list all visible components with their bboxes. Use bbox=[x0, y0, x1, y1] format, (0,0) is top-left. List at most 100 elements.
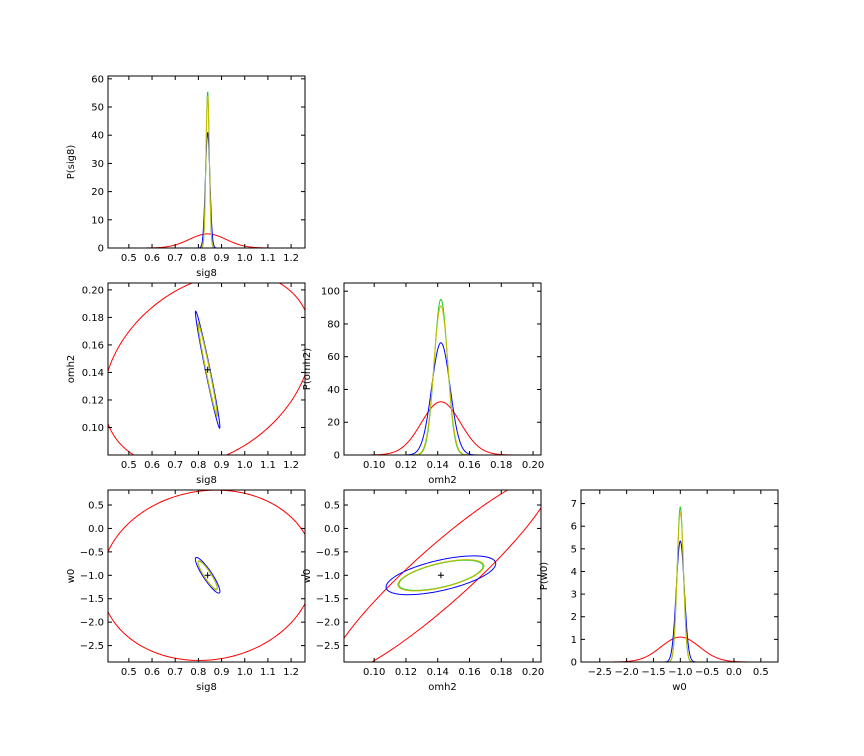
y-tick-label: 50 bbox=[91, 103, 104, 114]
contour-red bbox=[108, 283, 305, 455]
x-tick-label: 0.9 bbox=[214, 460, 230, 471]
x-tick-label: 0.7 bbox=[167, 460, 183, 471]
contour-red bbox=[344, 490, 541, 662]
axes-frame bbox=[107, 75, 306, 249]
x-tick-label: 0.6 bbox=[144, 667, 160, 678]
curve-yellow bbox=[108, 95, 305, 248]
x-tick-label: −0.5 bbox=[695, 667, 719, 678]
axes-frame bbox=[107, 282, 306, 456]
x-tick-label: 0.5 bbox=[121, 253, 137, 264]
y-tick-label: 10 bbox=[91, 215, 104, 226]
x-axis-label: omh2 bbox=[428, 475, 457, 486]
x-tick-label: 1.0 bbox=[237, 253, 253, 264]
contour-yellow bbox=[397, 559, 485, 592]
x-tick-label: 0.16 bbox=[458, 460, 480, 471]
y-tick-label: −2.0 bbox=[316, 618, 340, 629]
x-tick-label: 1.2 bbox=[283, 253, 299, 264]
x-axis-label: w0 bbox=[672, 682, 687, 693]
y-tick-label: 6 bbox=[571, 522, 577, 533]
y-tick-label: −2.5 bbox=[316, 641, 340, 652]
y-tick-label: 7 bbox=[571, 499, 577, 510]
x-tick-label: 0.9 bbox=[214, 667, 230, 678]
x-tick-label: 0.16 bbox=[458, 667, 480, 678]
plot-area bbox=[108, 91, 305, 248]
y-tick-label: 30 bbox=[91, 159, 104, 170]
x-tick-label: 0.12 bbox=[395, 460, 417, 471]
plot-area bbox=[108, 490, 305, 661]
x-tick-label: −1.5 bbox=[641, 667, 665, 678]
curve-red bbox=[581, 636, 778, 662]
x-tick-label: 0.5 bbox=[753, 667, 769, 678]
x-tick-label: 0.20 bbox=[522, 460, 544, 471]
panel-w0-omh2: 0.10 0.12 0.14 0.16 0.18 0.20 −2.5 −2.0 −1.5 −1.0… bbox=[302, 489, 544, 693]
y-tick-label: −2.0 bbox=[80, 618, 104, 629]
x-tick-label: 0.10 bbox=[363, 667, 385, 678]
x-axis-label: omh2 bbox=[428, 682, 457, 693]
x-tick-label: 0.7 bbox=[167, 253, 183, 264]
x-axis-label: sig8 bbox=[196, 268, 217, 279]
x-tick-label: −2.0 bbox=[614, 667, 638, 678]
contour-yellow bbox=[197, 560, 218, 591]
y-axis-label: w0 bbox=[66, 569, 77, 584]
y-tick-label: −1.5 bbox=[316, 594, 340, 605]
curve-yellow bbox=[344, 305, 541, 455]
y-tick-label: 40 bbox=[91, 131, 104, 142]
y-tick-label: 20 bbox=[327, 418, 340, 429]
x-tick-label: 0.18 bbox=[490, 667, 512, 678]
y-tick-label: 3 bbox=[571, 590, 577, 601]
center-marker bbox=[437, 572, 444, 579]
contour-blue bbox=[385, 555, 497, 596]
x-tick-label: 1.0 bbox=[237, 667, 253, 678]
curve-yellow bbox=[581, 512, 778, 662]
panel-omh2-sig8: 0.5 0.6 0.7 0.8 0.9 1.0 1.1 1.2 0.10 0.12 0.14 0.16… bbox=[66, 282, 306, 486]
y-tick-label: 40 bbox=[327, 385, 340, 396]
contour-blue bbox=[194, 310, 221, 429]
panel-sig8-1d: 0.5 0.6 0.7 0.8 0.9 1.0 1.1 1.2 0 10 20 30 40 50 60 sig… bbox=[66, 74, 306, 279]
y-tick-label: 80 bbox=[327, 319, 340, 330]
x-axis-label: sig8 bbox=[196, 682, 217, 693]
y-axis-label: P(w0) bbox=[539, 562, 550, 590]
y-tick-label: −2.5 bbox=[80, 641, 104, 652]
axes-frame bbox=[107, 489, 306, 663]
y-tick-label: 0.5 bbox=[88, 500, 104, 511]
plot-area bbox=[108, 283, 305, 455]
y-tick-label: 1 bbox=[571, 635, 577, 646]
x-tick-label: 0.7 bbox=[167, 667, 183, 678]
x-tick-label: 1.1 bbox=[260, 460, 276, 471]
curve-blue bbox=[344, 342, 541, 455]
x-tick-label: 0.12 bbox=[395, 667, 417, 678]
y-tick-label: 0 bbox=[98, 244, 104, 255]
x-tick-label: 1.0 bbox=[237, 460, 253, 471]
curve-red bbox=[344, 401, 541, 455]
contour-red bbox=[108, 490, 305, 661]
x-tick-label: 0.14 bbox=[427, 667, 449, 678]
center-marker bbox=[204, 572, 211, 579]
panel-w0-1d: −2.5 −2.0 −1.5 −1.0 −0.5 0.0 0.5 0 1 2 3 4 5 6 7 w0 P(w0… bbox=[539, 489, 779, 693]
axes-frame bbox=[343, 489, 542, 663]
x-tick-label: 0.5 bbox=[121, 667, 137, 678]
y-axis-label: P(omh2) bbox=[302, 348, 313, 390]
x-tick-label: 0.6 bbox=[144, 253, 160, 264]
x-tick-label: −2.5 bbox=[588, 667, 612, 678]
contour-yellow bbox=[197, 322, 218, 418]
x-tick-label: −1.0 bbox=[668, 667, 692, 678]
y-tick-label: −1.0 bbox=[80, 571, 104, 582]
plot-area bbox=[581, 506, 778, 662]
y-tick-label: 4 bbox=[571, 567, 577, 578]
axes-frame bbox=[580, 489, 779, 663]
plot-area bbox=[344, 490, 541, 662]
y-axis-label: w0 bbox=[302, 569, 313, 584]
y-tick-label: 0 bbox=[571, 658, 577, 669]
x-tick-label: 0.20 bbox=[522, 667, 544, 678]
y-tick-label: −0.5 bbox=[80, 547, 104, 558]
x-tick-label: 0.8 bbox=[190, 460, 206, 471]
y-tick-label: 0.16 bbox=[82, 340, 104, 351]
curve-green bbox=[344, 298, 541, 455]
center-marker bbox=[204, 366, 211, 373]
y-tick-label: 0.18 bbox=[82, 313, 104, 324]
y-tick-label: 0.5 bbox=[324, 500, 340, 511]
y-tick-label: 100 bbox=[321, 287, 340, 298]
x-tick-label: 0.18 bbox=[490, 460, 512, 471]
x-tick-label: 0.5 bbox=[121, 460, 137, 471]
